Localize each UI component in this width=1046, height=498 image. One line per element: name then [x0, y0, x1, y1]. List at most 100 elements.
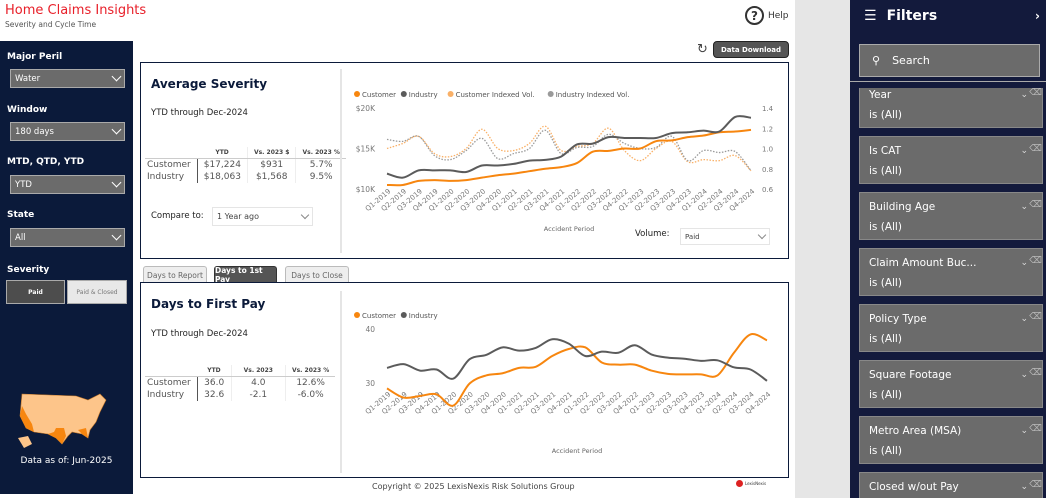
compare-dropdown[interactable]: 1 Year ago — [212, 207, 313, 226]
chevron-down-icon[interactable]: ⌄ — [1020, 370, 1028, 380]
period-dropdown[interactable]: YTD — [10, 175, 125, 194]
severity-paid-button[interactable]: Paid — [6, 280, 65, 304]
chevron-down-icon[interactable]: ⌄ — [1020, 202, 1028, 212]
days-chart: Customer Industry3040Q1-2019Q2-2019Q3-201… — [354, 312, 773, 455]
filter-card[interactable]: Metro Area (MSA) is (All) ⌄ ⌫ — [859, 416, 1043, 464]
window-value: 180 days — [15, 126, 54, 137]
compare-value: 1 Year ago — [217, 212, 259, 221]
tab-days-to-1st-pay[interactable]: Days to 1st Pay — [214, 266, 277, 284]
us-map[interactable] — [16, 392, 120, 454]
y2-tick-label: 1.0 — [762, 146, 773, 154]
chevron-down-icon[interactable]: ⌄ — [1020, 482, 1028, 492]
lexisnexis-logo: LexisNexis — [736, 480, 766, 487]
filter-search-input[interactable]: ⚲ Search — [859, 44, 1040, 77]
filters-title: Filters — [886, 8, 938, 24]
filter-card[interactable]: Policy Type is (All) ⌄ ⌫ — [859, 304, 1043, 352]
legend-label: Customer — [362, 91, 396, 99]
filter-value: is (All) — [869, 221, 902, 233]
filter-name: Building Age — [869, 201, 936, 213]
legend-label: Industry — [409, 91, 438, 99]
y-tick-label: $20K — [356, 104, 376, 113]
chevron-down-icon[interactable]: ⌄ — [1020, 146, 1028, 156]
eraser-icon[interactable]: ⌫ — [1029, 200, 1042, 210]
card-title: Days to First Pay — [151, 297, 266, 311]
cell: -6.0% — [284, 389, 336, 401]
x-axis-title: Accident Period — [544, 225, 594, 233]
filter-card[interactable]: Claim Amount Buc... is (All) ⌄ ⌫ — [859, 248, 1043, 296]
data-download-button[interactable]: Data Download — [713, 41, 789, 58]
legend-marker — [400, 91, 407, 97]
series-line-industry — [386, 338, 768, 382]
average-severity-card: Average Severity YTD through Dec-2024 YT… — [140, 62, 789, 259]
eraser-icon[interactable]: ⌫ — [1029, 144, 1042, 154]
cell: 32.6 — [204, 390, 225, 400]
series-line-industry-indexed-vol- — [386, 129, 752, 172]
days-table: YTD Vs. 2023 Vs. 2023 % Customer 36.0 4.0 12.… — [145, 365, 336, 401]
cell: -2.1 — [230, 389, 286, 401]
chevron-down-icon[interactable]: ⌄ — [1020, 426, 1028, 436]
card-title: Average Severity — [151, 77, 268, 91]
chevron-down-icon[interactable]: ⌄ — [1020, 314, 1028, 324]
severity-paid-closed-button[interactable]: Paid & Closed — [67, 280, 127, 304]
chevron-down-icon — [111, 124, 122, 135]
column-header: Vs. 2023 — [230, 365, 286, 377]
table-row: Industry $18,063 $1,568 9.5% — [145, 171, 346, 183]
filter-card[interactable]: Square Footage is (All) ⌄ ⌫ — [859, 360, 1043, 408]
divider — [340, 69, 342, 253]
eraser-icon[interactable]: ⌫ — [1029, 312, 1042, 322]
tab-days-to-report[interactable]: Days to Report — [143, 266, 207, 283]
eraser-icon[interactable]: ⌫ — [1029, 424, 1042, 434]
filter-card[interactable]: Building Age is (All) ⌄ ⌫ — [859, 192, 1043, 240]
series-line-industry — [386, 115, 752, 179]
column-header: YTD — [197, 365, 232, 377]
filter-name: Metro Area (MSA) — [869, 425, 962, 437]
filter-card[interactable]: Year is (All) ⌄ ⌫ — [859, 88, 1043, 128]
filter-name: Closed w/out Pay — [869, 481, 959, 493]
cell: Customer — [145, 158, 198, 171]
filter-value: is (All) — [869, 389, 902, 401]
y-tick-label: $10K — [356, 185, 376, 194]
cell: $18,063 — [203, 172, 241, 182]
compare-label: Compare to: — [151, 211, 204, 221]
cell: $1,568 — [246, 171, 296, 183]
chevron-down-icon[interactable]: ⌄ — [1020, 90, 1028, 100]
filter-icon: ☰ — [864, 8, 877, 24]
state-dropdown[interactable]: All — [10, 228, 125, 247]
major-peril-label: Major Peril — [7, 52, 63, 62]
window-label: Window — [7, 105, 48, 115]
filter-card[interactable]: Closed w/out Pay ⌄ ⌫ — [859, 472, 1043, 498]
major-peril-dropdown[interactable]: Water — [10, 69, 125, 88]
refresh-icon[interactable]: ↻ — [697, 42, 708, 57]
eraser-icon[interactable]: ⌫ — [1029, 368, 1042, 378]
card-subtitle: YTD through Dec-2024 — [151, 108, 248, 118]
filter-list[interactable]: Year is (All) ⌄ ⌫ Is CAT is (All) ⌄ ⌫ Building A… — [850, 88, 1046, 498]
cell: $931 — [246, 158, 296, 171]
eraser-icon[interactable]: ⌫ — [1029, 256, 1042, 266]
filter-value: is (All) — [869, 277, 902, 289]
cell: 4.0 — [230, 376, 286, 389]
cell: Industry — [145, 389, 198, 401]
cell: Industry — [145, 171, 198, 183]
search-placeholder: Search — [892, 54, 930, 67]
table-row: Customer $17,224 $931 5.7% — [145, 158, 346, 171]
severity-table: YTD Vs. 2023 $ Vs. 2023 % Customer $17,224 $… — [145, 147, 346, 183]
cell: Customer — [145, 376, 198, 389]
eraser-icon[interactable]: ⌫ — [1029, 480, 1042, 490]
help-button[interactable]: ? Help — [745, 6, 789, 25]
state-label: State — [7, 210, 35, 220]
table-row: Customer 36.0 4.0 12.6% — [145, 376, 336, 389]
chevron-down-icon — [111, 71, 122, 82]
filter-card[interactable]: Is CAT is (All) ⌄ ⌫ — [859, 136, 1043, 184]
legend-label: Industry Indexed Vol. — [556, 91, 630, 99]
sidebar: Major Peril Water Window 180 days MTD, Q… — [0, 41, 133, 494]
volume-dropdown[interactable]: Paid — [680, 228, 770, 245]
chevron-down-icon[interactable]: ⌄ — [1020, 258, 1028, 268]
tab-days-to-close[interactable]: Days to Close — [285, 266, 349, 283]
chevron-down-icon — [111, 177, 122, 188]
severity-label: Severity — [7, 265, 50, 275]
window-dropdown[interactable]: 180 days — [10, 122, 125, 141]
collapse-pane-icon[interactable]: › — [1035, 9, 1040, 23]
chevron-down-icon — [111, 230, 122, 241]
help-icon: ? — [745, 6, 764, 25]
eraser-icon[interactable]: ⌫ — [1029, 88, 1042, 98]
